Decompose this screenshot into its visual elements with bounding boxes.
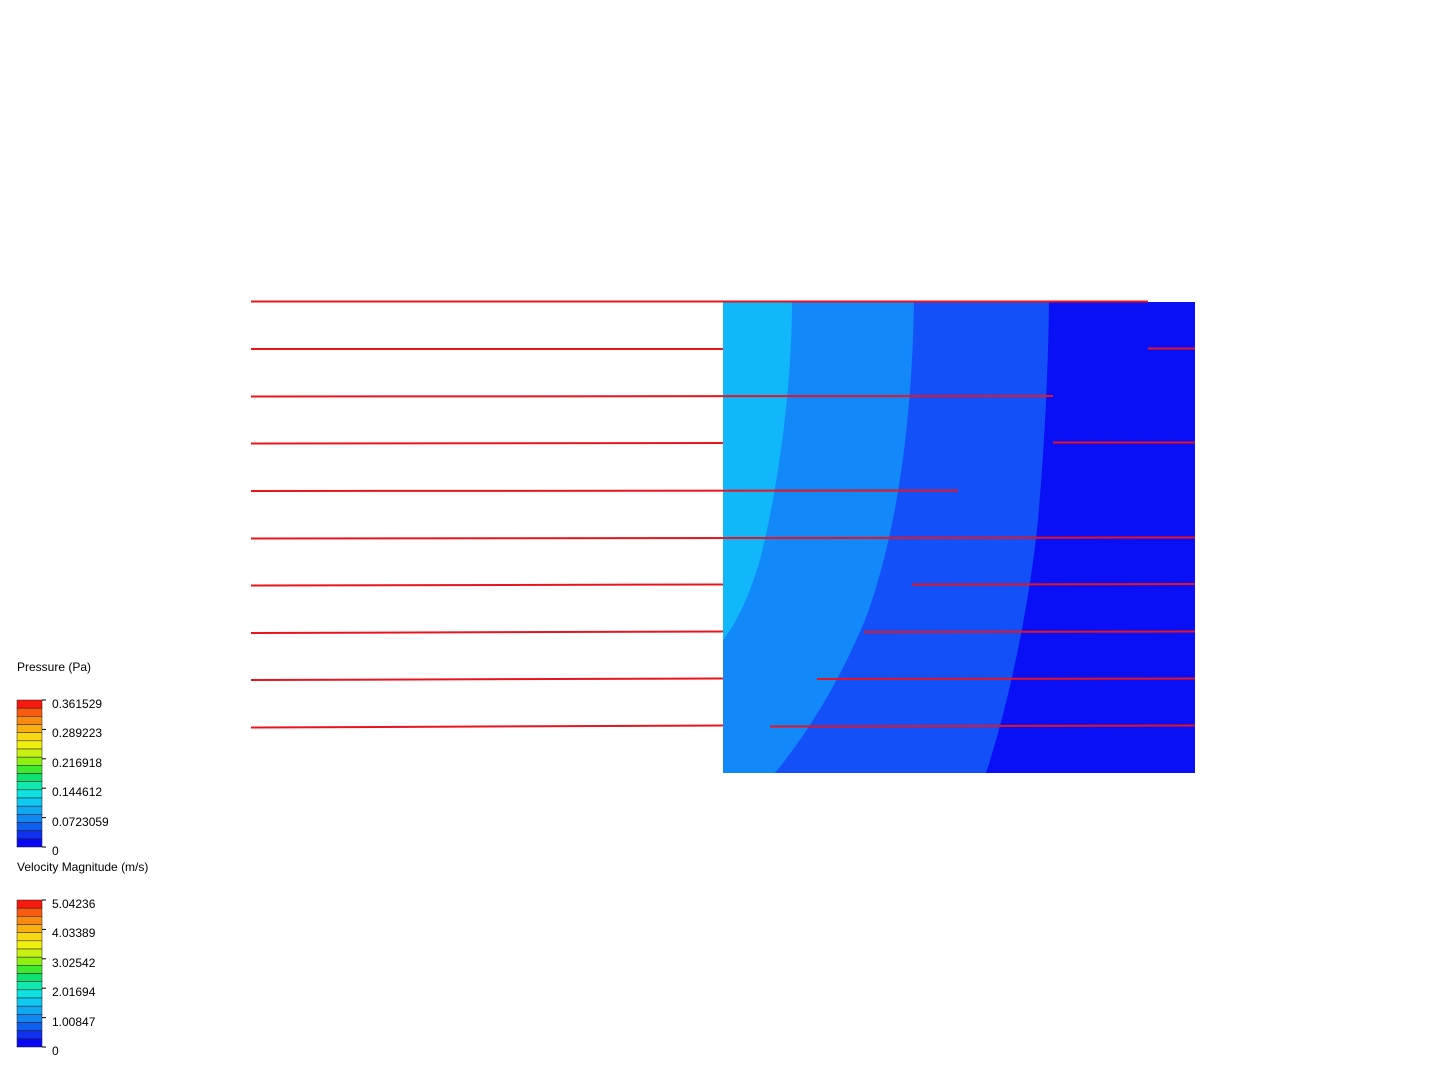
pressure-legend-swatch [16, 756, 43, 766]
pressure-legend-swatch [16, 781, 43, 791]
velocity-legend-swatch [16, 973, 43, 982]
velocity-legend-swatch [16, 997, 43, 1007]
velocity-legend-swatch [16, 1005, 43, 1015]
velocity-legend-swatch [16, 965, 43, 974]
velocity-legend-swatch [16, 899, 43, 909]
pressure-legend-swatch [16, 773, 43, 782]
streamline-9-seg2 [816, 677, 1196, 680]
pressure-legend-swatch [16, 699, 43, 709]
velocity-legend-label: 1.00847 [52, 1014, 96, 1029]
pressure-legend-swatch [16, 805, 43, 815]
streamline-9-seg1 [250, 677, 724, 681]
velocity-legend-label: 2.01694 [52, 985, 96, 1000]
velocity-legend-swatch [16, 956, 43, 966]
pressure-legend-label: 0.0723059 [52, 814, 109, 829]
velocity-legend-label: 4.03389 [52, 926, 96, 941]
streamline-6 [250, 536, 1196, 540]
velocity-streamlines [250, 300, 1196, 729]
velocity-legend-label: 5.04236 [52, 897, 96, 911]
velocity-legend-swatch [16, 1038, 43, 1048]
velocity-legend-swatch [16, 1022, 43, 1031]
pressure-legend-swatch [16, 814, 43, 823]
pressure-legend-swatch [16, 765, 43, 774]
velocity-legend-swatch [16, 932, 43, 942]
streamline-8-seg1 [250, 630, 724, 634]
pressure-legend-swatch [16, 740, 43, 750]
pressure-legend-swatch [16, 822, 43, 831]
pressure-legend-label: 0 [52, 844, 59, 858]
pressure-legend-swatch [16, 797, 43, 807]
streamline-4-seg1 [250, 442, 724, 445]
streamline-7-seg1 [250, 583, 724, 587]
pressure-legend-label: 0.216918 [52, 755, 103, 770]
velocity-legend-label: 3.02542 [52, 955, 96, 970]
velocity-legend-swatch [16, 1030, 43, 1040]
pressure-legend-swatch [16, 716, 43, 725]
pressure-legend-swatch [16, 830, 43, 840]
pressure-legend-swatch [16, 707, 43, 717]
streamline-5 [250, 489, 959, 492]
velocity-legend-swatch [16, 989, 43, 999]
pressure-legend-swatch [16, 838, 43, 848]
velocity-legend-swatch [16, 981, 43, 991]
pressure-legend-title: Pressure (Pa) [17, 660, 92, 674]
velocity-legend-swatch [16, 924, 43, 933]
velocity-legend-swatch [16, 1014, 43, 1023]
pressure-legend-label: 0.289223 [52, 726, 103, 741]
pressure-legend-swatch [16, 732, 43, 742]
velocity-legend-swatch [16, 940, 43, 950]
pressure-legend-swatch [16, 748, 43, 758]
velocity-legend-swatch [16, 907, 43, 917]
pressure-legend-label: 0.361529 [52, 697, 103, 711]
streamline-3 [250, 395, 1054, 398]
pressure-band-1 [723, 302, 792, 640]
velocity-legend-title: Velocity Magnitude (m/s) [17, 860, 149, 874]
streamline-7-seg2 [911, 583, 1196, 586]
streamline-10-seg1 [250, 724, 724, 729]
pressure-legend-swatch [16, 724, 43, 733]
velocity-legend-swatch [16, 948, 43, 958]
streamline-8-seg2 [863, 630, 1196, 633]
velocity-legend-label: 0 [52, 1044, 59, 1058]
velocity-legend-swatch [16, 916, 43, 925]
streamline-10-seg2 [769, 724, 1196, 728]
pressure-legend-label: 0.144612 [52, 785, 103, 800]
legend-swatches [16, 699, 46, 1048]
pressure-legend-swatch [16, 789, 43, 799]
